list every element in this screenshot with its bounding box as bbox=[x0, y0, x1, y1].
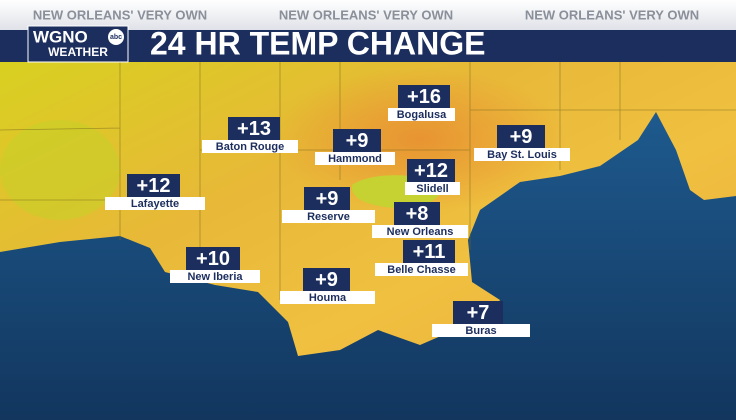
value-box bbox=[403, 240, 455, 263]
temp-change: +8 bbox=[406, 203, 429, 225]
value-box bbox=[228, 117, 280, 140]
ticker-text: NEW ORLEANS' VERY OWN bbox=[525, 7, 699, 22]
temp-change: +16 bbox=[407, 86, 441, 108]
value-box bbox=[303, 268, 350, 291]
location-name: Slidell bbox=[416, 183, 448, 195]
value-box bbox=[398, 85, 450, 108]
temp-change: +9 bbox=[346, 130, 369, 152]
temp-change: +10 bbox=[196, 248, 230, 270]
location-name: New Orleans bbox=[387, 226, 454, 238]
name-box bbox=[105, 197, 205, 210]
location-name: Hammond bbox=[328, 153, 382, 165]
value-box bbox=[453, 301, 503, 324]
temp-change: +9 bbox=[315, 269, 338, 291]
name-box bbox=[375, 263, 468, 276]
value-box bbox=[304, 187, 350, 210]
value-box bbox=[407, 159, 455, 182]
name-box bbox=[202, 140, 298, 153]
location-name: New Iberia bbox=[187, 271, 243, 283]
value-box bbox=[394, 202, 440, 225]
name-box bbox=[280, 291, 375, 304]
name-box bbox=[372, 225, 468, 238]
location-name: Bay St. Louis bbox=[487, 149, 557, 161]
location-name: Belle Chasse bbox=[387, 264, 455, 276]
temp-change: +9 bbox=[510, 126, 533, 148]
name-box bbox=[282, 210, 375, 223]
temp-change: +9 bbox=[316, 188, 339, 210]
name-box bbox=[432, 324, 530, 337]
logo-call-sign: WGNO bbox=[33, 27, 88, 46]
gulf-water bbox=[0, 112, 736, 420]
location-name: Baton Rouge bbox=[216, 141, 284, 153]
name-box bbox=[405, 182, 460, 195]
temp-change: +12 bbox=[137, 175, 171, 197]
ticker-text: NEW ORLEANS' VERY OWN bbox=[33, 7, 207, 22]
location-name: Lafayette bbox=[131, 198, 179, 210]
land-shading bbox=[0, 120, 120, 220]
temp-change: +12 bbox=[414, 160, 448, 182]
value-box bbox=[333, 129, 381, 152]
logo-network: abc bbox=[110, 34, 122, 41]
ticker-bar bbox=[0, 0, 736, 30]
ticker-text: NEW ORLEANS' VERY OWN bbox=[279, 7, 453, 22]
name-box bbox=[388, 108, 455, 121]
name-box bbox=[170, 270, 260, 283]
location-name: Houma bbox=[309, 292, 347, 304]
logo-network-badge bbox=[108, 29, 124, 45]
location-name: Reserve bbox=[307, 211, 350, 223]
title: 24 HR TEMP CHANGE bbox=[150, 25, 485, 61]
name-box bbox=[474, 148, 570, 161]
name-box bbox=[315, 152, 395, 165]
location-name: Bogalusa bbox=[397, 109, 447, 121]
temp-change: +7 bbox=[467, 302, 490, 324]
logo-subtitle: WEATHER bbox=[48, 45, 108, 59]
temp-change: +13 bbox=[237, 118, 271, 140]
temp-change: +11 bbox=[413, 241, 446, 263]
value-box bbox=[127, 174, 180, 197]
value-box bbox=[497, 125, 545, 148]
location-name: Buras bbox=[465, 325, 496, 337]
value-box bbox=[186, 247, 240, 270]
